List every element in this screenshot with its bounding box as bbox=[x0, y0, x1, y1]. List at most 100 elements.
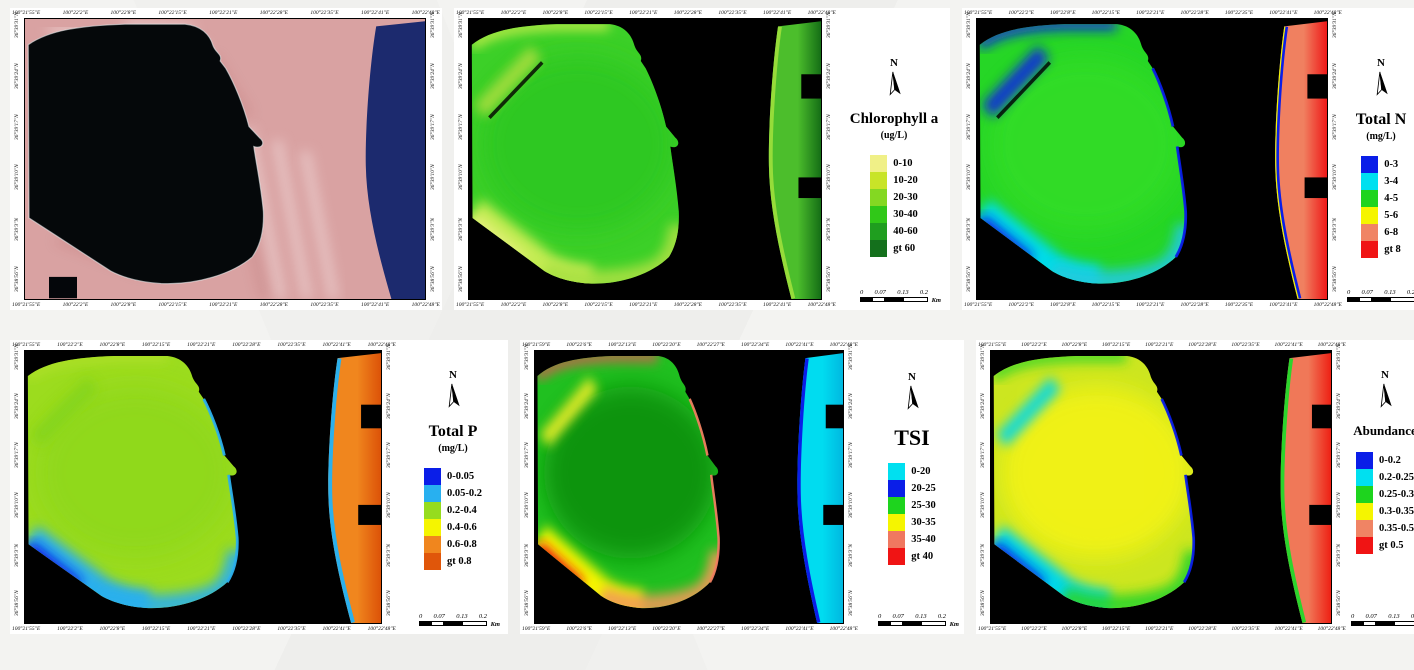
longitude-label: 100°22'21"E bbox=[1145, 626, 1174, 632]
map-frame-wrap: 36°39'31"N 36°39'24"N 36°39'17"N 36°39'10"N… bbox=[14, 344, 392, 624]
longitude-label: 100°22'41"E bbox=[785, 342, 814, 348]
legend-item: 35-40 bbox=[888, 531, 936, 549]
north-arrow-icon bbox=[889, 71, 901, 96]
longitude-label: 100°22'15"E bbox=[584, 302, 613, 308]
longitude-label: 100°22'27"E bbox=[696, 626, 725, 632]
legend-label: 0-10 bbox=[893, 157, 913, 169]
longitude-label: 100°22'41"E bbox=[1274, 626, 1303, 632]
legend-label: 20-30 bbox=[893, 191, 918, 203]
legend-item: 0-0.2 bbox=[1356, 451, 1414, 469]
legend-label: 25-30 bbox=[911, 500, 936, 512]
panel-sidebar: N Total P (mg/L) 0-0.05 0.05-0.2 0.2-0.4 0.4-0… bbox=[398, 340, 508, 634]
legend-item: 0.35-0.5 bbox=[1356, 519, 1414, 537]
longitude-label: 100°22'41"E bbox=[1274, 342, 1303, 348]
legend-label: 30-35 bbox=[911, 517, 936, 529]
map-block: 100°21'59"E 100°22'6"E 100°22'13"E 100°22'2… bbox=[520, 340, 860, 634]
north-arrow: N bbox=[1375, 370, 1395, 408]
legend-item: 3-4 bbox=[1361, 172, 1401, 190]
longitude-label: 100°21'55"E bbox=[12, 626, 41, 632]
panel-unit: (ug/L) bbox=[880, 129, 908, 141]
scale-bar: 00.070.130.2Km bbox=[1347, 289, 1414, 302]
legend-item: 6-8 bbox=[1361, 223, 1401, 241]
legend-item: 30-35 bbox=[888, 514, 936, 532]
latitude-labels-right: 36°39'31"N 36°39'24"N 36°39'17"N 36°39'10"N… bbox=[845, 344, 857, 623]
legend-item: 20-25 bbox=[888, 480, 936, 498]
panel-chlorophyll-a: 100°21'55"E 100°22'2"E 100°22'8"E 100°22'15… bbox=[454, 8, 950, 310]
latitude-label: 36°39'31"N bbox=[14, 344, 20, 370]
panel-title: Total N bbox=[1355, 111, 1407, 128]
scale-bar-segment bbox=[443, 622, 463, 625]
longitude-label: 100°21'55"E bbox=[12, 302, 41, 308]
scale-tick-labels: 0 0.07 0.13 0.2 bbox=[860, 289, 928, 296]
latitude-label: 36°39'10"N bbox=[966, 164, 972, 191]
longitude-label: 100°22'13"E bbox=[607, 342, 637, 348]
longitude-labels-top: 100°21'55"E 100°22'2"E 100°22'8"E 100°22'15… bbox=[962, 8, 1344, 18]
longitude-label: 100°22'41"E bbox=[322, 626, 351, 632]
latitude-label: 36°38'56"N bbox=[1336, 590, 1342, 616]
north-label: N bbox=[1377, 57, 1385, 69]
latitude-label: 36°39'3"N bbox=[1336, 543, 1342, 567]
longitude-labels-bottom: 100°21'59"E 100°22'6"E 100°22'13"E 100°22'2… bbox=[520, 624, 860, 634]
scale-tick-label: 0 bbox=[860, 289, 864, 296]
scale-tick-label: 0.13 bbox=[456, 613, 468, 620]
longitude-label: 100°21'55"E bbox=[12, 10, 41, 16]
longitude-label: 100°22'41"E bbox=[762, 302, 792, 308]
legend-label: gt 0.5 bbox=[1379, 539, 1404, 551]
map-block: 100°21'55"E 100°22'2"E 100°22'8"E 100°22'15… bbox=[10, 340, 398, 634]
longitude-label: 100°22'35"E bbox=[1224, 10, 1254, 16]
north-arrow: N bbox=[1371, 58, 1391, 96]
latitude-label: 36°39'31"N bbox=[966, 12, 972, 38]
longitude-label: 100°22'28"E bbox=[673, 10, 702, 16]
latitude-label: 36°38'56"N bbox=[848, 590, 854, 616]
map-block: 100°21'55"E 100°22'2"E 100°22'8"E 100°22'15… bbox=[10, 8, 442, 310]
legend-swatch bbox=[424, 501, 441, 519]
longitude-label: 100°21'55"E bbox=[456, 10, 485, 16]
longitude-label: 100°22'6"E bbox=[566, 342, 592, 348]
scale-bar-segment bbox=[462, 622, 486, 625]
longitude-label: 100°22'48"E bbox=[1317, 626, 1346, 632]
legend-label: 0-0.2 bbox=[1379, 454, 1401, 466]
latitude-label: 36°39'31"N bbox=[826, 12, 832, 38]
latitude-label: 36°39'24"N bbox=[14, 62, 20, 89]
longitude-label: 100°22'15"E bbox=[1101, 342, 1131, 348]
panel-total-n: 100°21'55"E 100°22'2"E 100°22'8"E 100°22'15… bbox=[962, 8, 1414, 310]
latitude-labels-right: 36°39'31"N 36°39'24"N 36°39'17"N 36°39'10"N… bbox=[1333, 344, 1345, 623]
longitude-label: 100°22'8"E bbox=[99, 342, 126, 348]
scale-bar-segments bbox=[419, 621, 487, 626]
legend-swatch bbox=[888, 497, 906, 515]
legend-swatch bbox=[1361, 155, 1379, 173]
legend-swatch bbox=[1361, 223, 1379, 241]
longitude-label: 100°22'15"E bbox=[1101, 626, 1131, 632]
latitude-label: 36°39'17"N bbox=[386, 442, 392, 469]
latitude-label: 36°39'17"N bbox=[1336, 442, 1342, 469]
longitude-label: 100°21'59"E bbox=[522, 342, 551, 348]
legend-item: 10-20 bbox=[870, 171, 918, 189]
latitude-label: 36°39'24"N bbox=[1336, 393, 1342, 420]
legend-swatch bbox=[424, 535, 441, 553]
longitude-label: 100°22'48"E bbox=[367, 626, 396, 632]
longitude-label: 100°22'8"E bbox=[99, 626, 126, 632]
longitude-label: 100°22'15"E bbox=[141, 626, 171, 632]
scale-bar: 00.070.130.2Km bbox=[1351, 613, 1414, 626]
legend-swatch bbox=[870, 239, 888, 257]
longitude-label: 100°22'28"E bbox=[1180, 10, 1209, 16]
longitude-label: 100°22'48"E bbox=[829, 342, 858, 348]
legend-swatch bbox=[1356, 502, 1373, 520]
scale-unit: Km bbox=[931, 297, 941, 304]
scale-tick-label: 0.13 bbox=[915, 613, 927, 620]
longitude-label: 100°22'35"E bbox=[310, 302, 339, 308]
legend-label: 0-3 bbox=[1384, 158, 1399, 170]
latitude-label: 36°38'56"N bbox=[386, 590, 392, 616]
latitude-label: 36°38'56"N bbox=[430, 266, 436, 292]
legend-label: 0.2-0.4 bbox=[447, 504, 477, 516]
legend-item: 0.2-0.4 bbox=[424, 501, 482, 519]
latitude-label: 36°39'31"N bbox=[848, 344, 854, 370]
longitude-label: 100°22'28"E bbox=[259, 302, 288, 308]
scale-bar-segment bbox=[1348, 298, 1360, 301]
scale-bar-segments bbox=[1347, 297, 1414, 302]
longitude-label: 100°22'6"E bbox=[566, 626, 592, 632]
latitude-label: 36°39'3"N bbox=[524, 543, 530, 567]
scale-bar-segment bbox=[1390, 298, 1414, 301]
latitude-label: 36°39'17"N bbox=[980, 442, 986, 469]
legend-swatch bbox=[1356, 451, 1373, 469]
